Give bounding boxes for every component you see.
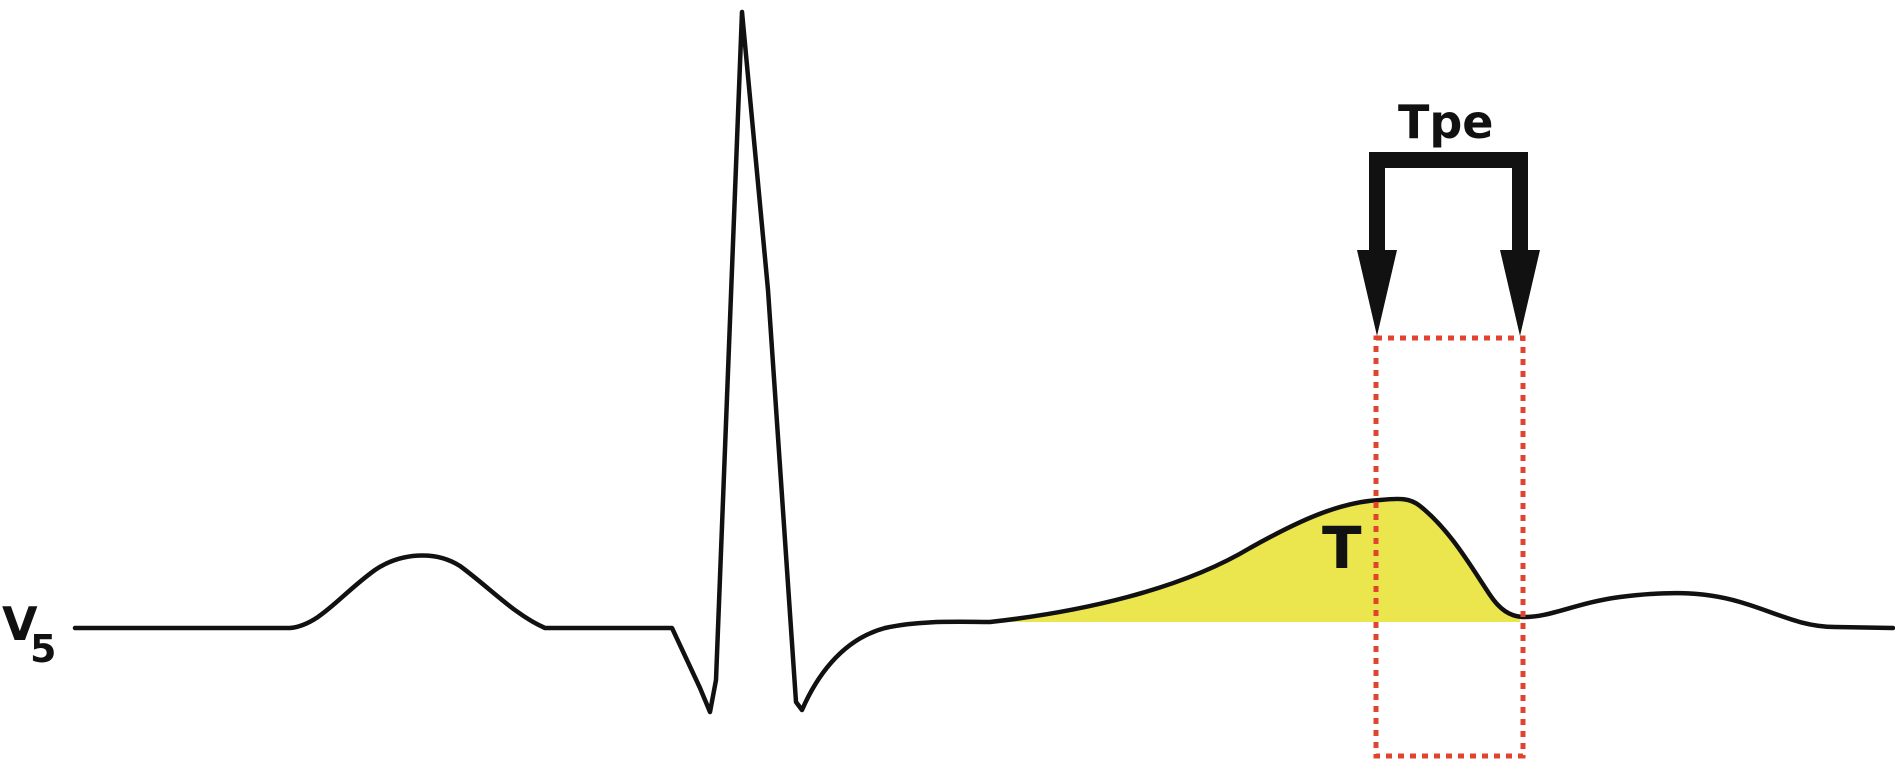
t-wave-label: T [1322,514,1362,582]
lead-subscript-label: 5 [30,627,56,671]
lead-label: V [2,597,38,651]
tpe-label: Tpe [1398,95,1494,149]
ecg-trace [72,9,1895,715]
tpe-interval-box [1373,335,1526,759]
t-wave-fill [990,498,1520,622]
tpe-right-arrow-icon [1500,250,1540,336]
tpe-bracket [1369,152,1528,260]
tpe-left-arrow-icon [1357,250,1397,336]
